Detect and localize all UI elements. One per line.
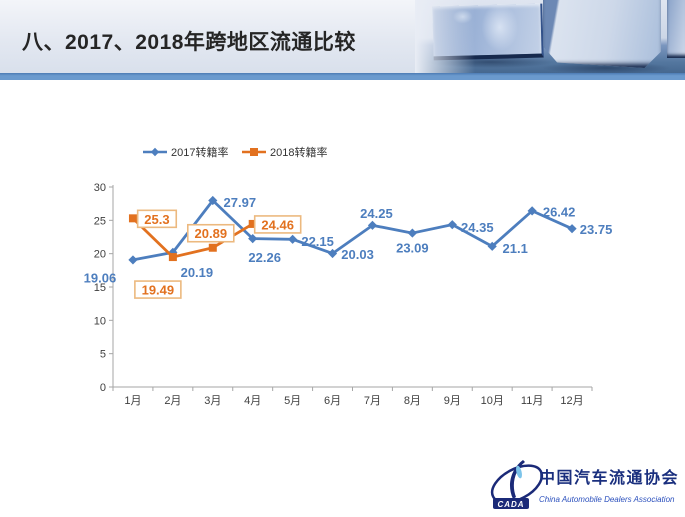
logo-ellipse (490, 464, 544, 504)
data-label: 24.25 (360, 206, 393, 221)
logo-swoosh-highlight (516, 465, 522, 479)
y-tick-label: 15 (94, 282, 106, 294)
data-label: 21.1 (503, 241, 528, 256)
data-label: 20.89 (195, 226, 228, 241)
slide-title: 八、2017、2018年跨地区流通比较 (22, 31, 356, 54)
data-point-diamond (567, 224, 577, 234)
cube-shadow (541, 62, 671, 73)
y-tick-label: 25 (94, 215, 106, 227)
slide-header: 八、2017、2018年跨地区流通比较 (0, 0, 685, 73)
data-label: 20.03 (341, 247, 374, 262)
y-tick-label: 5 (100, 349, 106, 361)
header-divider (0, 73, 685, 80)
data-point-square (208, 243, 217, 252)
data-point-diamond (367, 220, 378, 230)
data-point-square (248, 219, 257, 228)
x-tick-label: 8月 (404, 395, 421, 407)
x-tick-label: 11月 (521, 395, 543, 407)
legend-label: 2017转籍率 (171, 145, 228, 159)
data-point-square (128, 214, 137, 223)
data-label: 22.15 (301, 234, 334, 249)
logo-badge (493, 498, 529, 509)
series-line-0 (131, 199, 574, 262)
data-label: 19.06 (84, 270, 117, 285)
data-point-diamond (447, 220, 457, 230)
data-label: 27.97 (224, 195, 257, 210)
x-tick-label: 10月 (481, 395, 504, 407)
logo-acronym: CADA (497, 500, 524, 509)
x-tick-label: 2月 (164, 395, 181, 407)
photo-fade (415, 0, 475, 73)
data-point-diamond (487, 241, 497, 251)
data-label: 25.3 (144, 212, 169, 227)
data-label: 20.19 (181, 265, 214, 280)
x-tick-label: 6月 (324, 395, 341, 407)
y-tick-label: 20 (94, 249, 106, 261)
data-label: 24.35 (461, 220, 494, 235)
data-point-diamond (208, 195, 218, 206)
logo-swoosh (509, 460, 525, 499)
data-point-diamond (407, 228, 417, 238)
x-tick-label: 12月 (560, 395, 583, 407)
data-point-diamond (248, 233, 258, 244)
org-name-cn: 中国汽车流通协会 (539, 468, 679, 487)
legend-label: 2018转籍率 (270, 145, 327, 159)
cube-icon (543, 0, 661, 68)
data-label: 22.26 (248, 250, 281, 265)
data-label-box (134, 280, 182, 299)
y-tick-label: 30 (94, 182, 106, 194)
y-tick-label: 10 (94, 315, 106, 327)
cubes-photo-decoration (415, 0, 685, 73)
data-point-diamond (128, 255, 138, 265)
data-label: 19.49 (142, 283, 175, 298)
data-label: 24.46 (261, 217, 294, 232)
data-label-box (136, 209, 178, 229)
legend-marker-diamond (150, 147, 160, 157)
data-label-box (186, 223, 235, 243)
cube-icon (667, 0, 685, 58)
data-label: 23.09 (396, 241, 429, 256)
data-point-diamond (527, 206, 537, 216)
x-tick-label: 4月 (244, 395, 261, 407)
x-tick-label: 9月 (444, 395, 461, 407)
y-tick-label: 0 (100, 382, 106, 394)
data-point-diamond (288, 234, 298, 244)
data-point-diamond (327, 248, 338, 259)
data-label-box (253, 215, 302, 234)
x-tick-label: 5月 (284, 395, 301, 407)
x-tick-label: 3月 (204, 395, 221, 407)
data-label: 23.75 (580, 222, 613, 237)
x-tick-label: 7月 (364, 395, 381, 407)
legend-marker-square (250, 148, 258, 156)
data-label: 26.42 (543, 204, 576, 219)
x-tick-label: 1月 (124, 395, 141, 407)
org-name-en: China Automobile Dealers Association (539, 495, 675, 504)
cada-logo-graphic: CADA 中国汽车流通协会 China Automobile Dealers A… (490, 460, 679, 509)
data-point-square (168, 253, 177, 262)
cada-logo: CADA 中国汽车流通协会 China Automobile Dealers A… (487, 458, 685, 512)
